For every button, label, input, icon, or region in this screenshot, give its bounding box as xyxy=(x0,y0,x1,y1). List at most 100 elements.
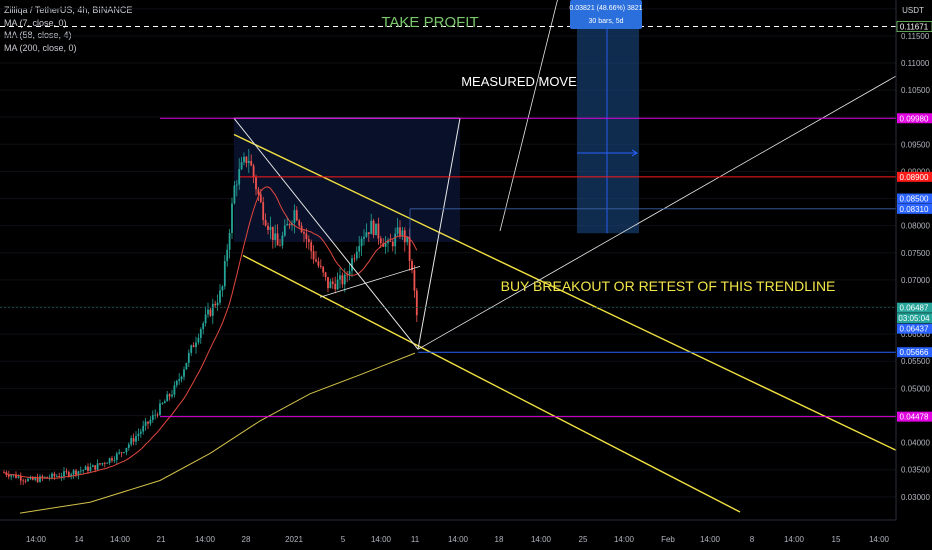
price-tick: 0.04000 xyxy=(901,439,930,448)
candle-body xyxy=(147,421,149,424)
candle-body xyxy=(288,224,291,226)
measure-box xyxy=(577,24,639,234)
candle-body xyxy=(139,431,142,434)
chart-legend: Zilliqa / TetherUS, 4h, BINANCE MA (7, c… xyxy=(4,4,132,54)
time-tick: 14:00 xyxy=(26,535,47,544)
candle-body xyxy=(384,243,387,247)
ma-yellow-line xyxy=(19,352,416,514)
candle-body xyxy=(231,203,233,234)
candle-body xyxy=(387,240,389,244)
candle-body xyxy=(379,238,382,244)
candle-body xyxy=(341,275,344,285)
candle-body xyxy=(310,242,313,252)
candle-body xyxy=(82,469,85,471)
price-label-badge xyxy=(897,411,932,422)
candle-body xyxy=(154,414,157,416)
candle-body xyxy=(89,466,92,471)
candle-body xyxy=(235,184,238,186)
time-tick: 11 xyxy=(411,535,420,544)
candle-body xyxy=(389,240,392,242)
box-right-diagonal xyxy=(417,118,461,350)
candle-body xyxy=(199,329,202,338)
candle-body xyxy=(216,302,219,306)
time-tick: 14:00 xyxy=(869,535,890,544)
candle-body xyxy=(75,470,77,475)
candle-body xyxy=(41,476,44,478)
candle-body xyxy=(195,342,197,348)
upper-trendline xyxy=(233,133,898,452)
time-tick: 14:00 xyxy=(448,535,469,544)
time-tick: 25 xyxy=(579,535,588,544)
time-tick: 8 xyxy=(750,535,755,544)
candle-body xyxy=(79,470,82,472)
candle-body xyxy=(96,463,99,470)
time-tick: 21 xyxy=(157,535,166,544)
time-tick: 14:00 xyxy=(614,535,635,544)
candle-body xyxy=(120,452,123,454)
candle-body xyxy=(187,352,190,363)
time-tick: 14:00 xyxy=(195,535,216,544)
candle-body xyxy=(10,475,13,477)
candle-body xyxy=(286,224,289,226)
candle-body xyxy=(252,165,255,178)
candle-body xyxy=(394,233,397,247)
price-label-text: 0.11671 xyxy=(900,23,929,32)
candle-body xyxy=(123,452,125,453)
candle-body xyxy=(43,476,46,478)
candle-body xyxy=(228,233,231,250)
candle-body xyxy=(101,463,104,465)
candle-body xyxy=(65,471,68,473)
grid xyxy=(0,8,896,498)
candle-body xyxy=(103,463,106,464)
candle-body xyxy=(343,274,346,285)
candle-body xyxy=(91,465,94,467)
candle-body xyxy=(31,477,34,480)
price-label-text: 0.08310 xyxy=(900,205,929,214)
candle-body xyxy=(151,415,154,420)
candle-body xyxy=(358,246,361,252)
price-tick: 0.06000 xyxy=(901,330,930,339)
time-tick: 18 xyxy=(495,535,504,544)
candle-body xyxy=(149,419,152,424)
candle-body xyxy=(118,452,121,454)
candle-body xyxy=(353,258,356,260)
candle-body xyxy=(363,236,365,239)
candle-body xyxy=(183,369,185,377)
candle-body xyxy=(298,220,301,226)
candle-body xyxy=(274,233,277,240)
price-label-badge xyxy=(897,347,932,358)
candle-body xyxy=(19,476,22,481)
candle-body xyxy=(99,463,101,465)
candle-body xyxy=(142,425,145,432)
candle-body xyxy=(125,447,128,453)
time-tick: 14 xyxy=(75,535,84,544)
candle-body xyxy=(219,290,221,303)
candle-body xyxy=(243,156,245,163)
candle-body xyxy=(192,345,195,348)
time-tick: 14:00 xyxy=(700,535,721,544)
candle-body xyxy=(209,309,212,316)
candle-body xyxy=(303,232,305,234)
candle-body xyxy=(408,236,411,261)
price-tick: 0.05500 xyxy=(901,357,930,366)
price-label-text: 0.06487 xyxy=(900,304,929,313)
legend-symbol: Zilliqa / TetherUS, 4h, BINANCE xyxy=(4,5,133,15)
price-label-badge xyxy=(897,313,932,324)
candle-body xyxy=(240,162,243,170)
candle-body xyxy=(111,458,113,461)
candle-body xyxy=(262,202,265,221)
candle-body xyxy=(327,277,329,289)
measure-tooltip-line2: 30 bars, 5d xyxy=(588,18,623,25)
candle-body xyxy=(130,438,133,445)
pattern-box xyxy=(234,118,460,242)
price-label-badge xyxy=(896,21,932,32)
candle-body xyxy=(156,414,159,416)
currency-label: USDT xyxy=(902,6,924,15)
candle-body xyxy=(24,480,27,482)
time-tick: 5 xyxy=(341,535,346,544)
candle-body xyxy=(370,220,373,235)
candle-body xyxy=(70,474,73,477)
candle-body xyxy=(127,444,130,448)
